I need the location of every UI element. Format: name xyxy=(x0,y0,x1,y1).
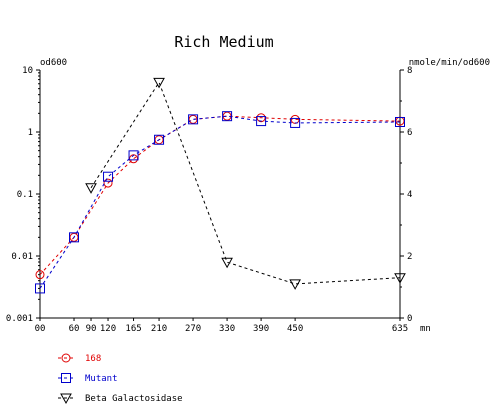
data-point-series-1 xyxy=(395,116,405,127)
data-point-series-0 xyxy=(103,178,113,188)
x-tick-label: 270 xyxy=(185,324,201,334)
legend-label-0: 168 xyxy=(85,354,101,364)
left-axis-label: od600 xyxy=(40,58,67,68)
data-point-series-2 xyxy=(221,257,233,269)
x-tick-label: 120 xyxy=(100,324,116,334)
right-tick-label: 6 xyxy=(407,128,412,138)
series-line-0 xyxy=(39,115,401,276)
data-point-series-1 xyxy=(154,134,165,145)
left-tick-label: 10 xyxy=(22,66,33,76)
series-line-1 xyxy=(39,115,401,289)
x-unit-label: mn xyxy=(420,324,431,334)
data-point-series-2 xyxy=(153,77,165,89)
legend-marker-1 xyxy=(61,373,71,383)
right-tick-label: 8 xyxy=(407,66,412,76)
legend-label-2: Beta Galactosidase xyxy=(85,394,183,404)
data-point-series-1 xyxy=(256,116,267,127)
chart-legend: 168 Mutant Beta Galactosidase xyxy=(58,353,183,405)
right-tick-label: 0 xyxy=(407,314,412,324)
data-point-series-1 xyxy=(103,171,114,182)
x-tick-label: 635 xyxy=(392,324,408,334)
data-point-series-2 xyxy=(289,279,301,290)
legend-label-1: Mutant xyxy=(85,374,118,384)
x-tick-label: 00 xyxy=(35,324,46,334)
data-point-series-2 xyxy=(394,273,406,284)
data-point-series-2 xyxy=(85,183,97,194)
legend-marker-0 xyxy=(61,353,71,363)
x-tick-label: 450 xyxy=(287,324,303,334)
left-tick-label: 0.01 xyxy=(11,252,33,262)
x-tick-label: 210 xyxy=(151,324,167,334)
x-tick-label: 90 xyxy=(86,324,97,334)
data-point-series-1 xyxy=(290,117,301,128)
chart-title: Rich Medium xyxy=(174,33,273,51)
left-tick-label: 1 xyxy=(28,128,33,138)
x-tick-label: 165 xyxy=(125,324,141,334)
chart-axes: 10 1 0.1 0.01 0.001 0 2 4 6 8 00 60 90 120 165 210 270 33… xyxy=(6,66,431,334)
chart-plot-area xyxy=(35,77,406,294)
left-tick-label: 0.1 xyxy=(17,190,33,200)
right-tick-label: 4 xyxy=(407,190,412,200)
data-point-series-1 xyxy=(188,114,199,125)
data-point-series-1 xyxy=(128,150,139,161)
legend-marker-2 xyxy=(60,393,72,405)
x-tick-label: 330 xyxy=(219,324,235,334)
x-tick-label: 390 xyxy=(253,324,269,334)
right-axis-label: nmole/min/od600 xyxy=(409,58,490,68)
series-line-2 xyxy=(90,81,401,285)
x-tick-label: 60 xyxy=(69,324,80,334)
data-point-series-0 xyxy=(35,270,45,280)
data-point-series-1 xyxy=(222,111,233,122)
left-tick-label: 0.001 xyxy=(6,314,33,324)
data-point-series-1 xyxy=(35,283,45,294)
right-tick-label: 2 xyxy=(407,252,412,262)
data-point-series-1 xyxy=(69,232,80,243)
